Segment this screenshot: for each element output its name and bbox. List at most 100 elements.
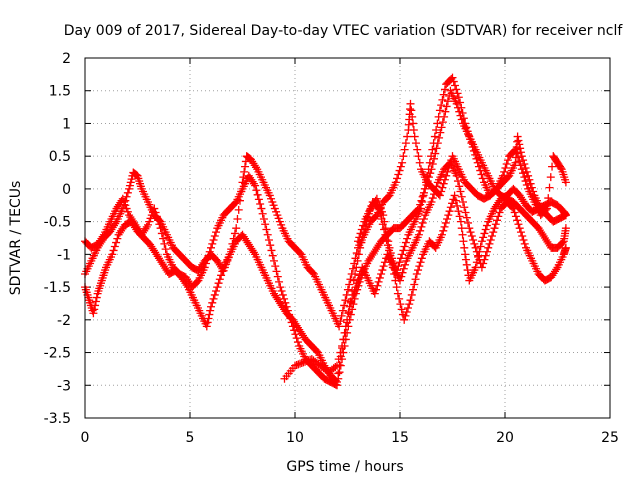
data-point [267, 246, 276, 255]
data-point [208, 239, 217, 248]
data-point [417, 222, 426, 231]
data-point [122, 192, 131, 201]
data-point [394, 170, 403, 179]
data-point [466, 228, 475, 237]
data-point [359, 221, 368, 230]
data-point [331, 376, 340, 385]
y-axis-label: SDTVAR / TECUs [8, 181, 24, 296]
data-point [430, 132, 439, 141]
data-points [81, 73, 570, 390]
data-point [455, 212, 464, 221]
data-point [556, 163, 565, 172]
data-point [443, 215, 452, 224]
data-point [89, 309, 98, 318]
data-point [378, 266, 387, 275]
data-point [438, 118, 447, 127]
data-point [256, 199, 265, 208]
data-point [90, 305, 99, 314]
data-point [512, 149, 521, 158]
data-point [340, 301, 349, 310]
data-point [515, 140, 524, 149]
data-point [182, 281, 191, 290]
data-point [524, 171, 533, 180]
data-point [418, 198, 427, 206]
data-point [472, 258, 481, 267]
data-point [234, 205, 243, 214]
data-point [400, 315, 409, 324]
data-point [399, 152, 408, 161]
x-tick-label: 25 [601, 430, 619, 446]
data-point [393, 266, 402, 275]
y-tick-label: 1 [62, 116, 71, 132]
data-point [357, 238, 366, 247]
data-point [253, 190, 262, 199]
data-point [414, 266, 423, 275]
data-point [469, 146, 478, 155]
data-point [208, 298, 217, 307]
data-point [543, 204, 551, 213]
data-point [239, 173, 248, 182]
data-point [278, 290, 287, 299]
data-point [452, 99, 461, 108]
data-point [337, 311, 346, 320]
data-point [301, 357, 310, 366]
data-point [444, 163, 453, 172]
y-tick-label: -1 [57, 247, 71, 263]
data-point [442, 102, 451, 111]
data-point [474, 252, 483, 261]
data-point [249, 179, 258, 188]
data-point [418, 218, 427, 227]
data-point [521, 177, 530, 186]
data-point [111, 219, 120, 228]
data-point [419, 191, 428, 200]
data-point [454, 93, 463, 102]
y-tick-labels: -3.5 -3 -2.5 -2 -1.5 -1 -0.5 0 0.5 1 1.5 2 [44, 51, 71, 427]
data-point [207, 302, 215, 311]
data-point [379, 262, 388, 271]
data-point [471, 263, 480, 272]
data-point [389, 259, 398, 268]
data-point [379, 211, 388, 220]
data-point [484, 243, 493, 252]
data-point [516, 148, 525, 157]
data-point [448, 73, 457, 82]
data-point [372, 285, 381, 294]
data-point [399, 264, 408, 273]
data-point [159, 234, 168, 243]
data-point [428, 194, 437, 203]
data-point [468, 143, 477, 152]
data-point [397, 305, 406, 314]
data-point [445, 207, 454, 216]
data-point [399, 246, 408, 255]
data-point [292, 360, 301, 369]
data-point [335, 322, 344, 331]
data-point [263, 230, 272, 239]
data-point [437, 101, 446, 110]
data-point [407, 106, 416, 115]
data-point [487, 232, 496, 241]
data-point [416, 258, 425, 267]
data-point [452, 85, 461, 94]
data-point [479, 233, 488, 242]
data-point [437, 123, 446, 132]
data-point [112, 238, 121, 247]
data-point [341, 328, 350, 337]
data-point [461, 208, 470, 217]
data-point [425, 158, 434, 167]
data-point [261, 220, 270, 229]
data-point [471, 243, 480, 252]
data-point [441, 107, 450, 116]
data-point [432, 144, 441, 153]
data-point [459, 237, 468, 246]
data-point [489, 228, 498, 237]
data-point [396, 300, 405, 309]
data-point [374, 277, 383, 286]
data-point [477, 237, 486, 246]
y-tick-label: -2 [57, 313, 71, 329]
data-point [251, 163, 260, 172]
data-point [346, 297, 355, 306]
data-point [449, 77, 458, 86]
data-point [373, 281, 382, 290]
data-point [357, 225, 366, 234]
